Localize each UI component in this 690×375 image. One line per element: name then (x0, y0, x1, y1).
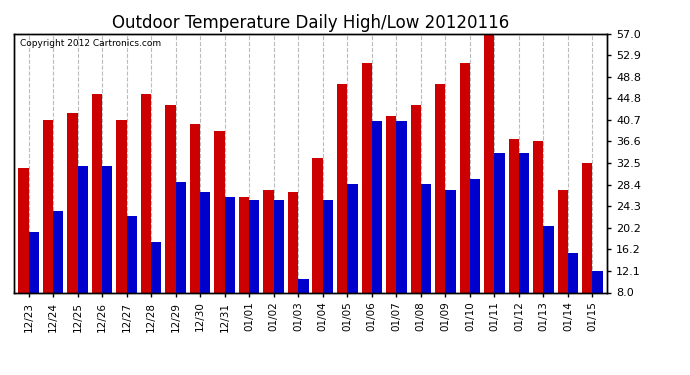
Bar (460, 63, 470, 292)
Bar (347, 184, 357, 292)
Bar (166, 105, 176, 292)
Text: Copyright 2012 Cartronics.com: Copyright 2012 Cartronics.com (20, 39, 161, 48)
Bar (396, 121, 406, 292)
Bar (215, 132, 225, 292)
Bar (519, 153, 529, 292)
Title: Outdoor Temperature Daily High/Low 20120116: Outdoor Temperature Daily High/Low 20120… (112, 14, 509, 32)
Bar (239, 198, 249, 292)
Bar (264, 189, 274, 292)
Bar (568, 253, 578, 292)
Bar (495, 153, 504, 292)
Bar (372, 121, 382, 292)
Bar (43, 120, 53, 292)
Bar (298, 279, 308, 292)
Bar (386, 116, 396, 292)
Bar (558, 189, 568, 292)
Bar (288, 192, 298, 292)
Bar (313, 158, 323, 292)
Bar (102, 166, 112, 292)
Bar (509, 140, 519, 292)
Bar (200, 192, 210, 292)
Bar (593, 272, 603, 292)
Bar (176, 182, 186, 292)
Bar (141, 94, 151, 292)
Bar (53, 211, 63, 292)
Bar (126, 216, 137, 292)
Bar (274, 200, 284, 292)
Bar (544, 226, 554, 292)
Bar (337, 84, 347, 292)
Bar (323, 200, 333, 292)
Bar (484, 34, 495, 292)
Bar (151, 242, 161, 292)
Bar (362, 63, 372, 292)
Bar (533, 141, 544, 292)
Bar (28, 232, 39, 292)
Bar (421, 184, 431, 292)
Bar (67, 113, 77, 292)
Bar (445, 189, 455, 292)
Bar (470, 179, 480, 292)
Bar (435, 84, 445, 292)
Bar (411, 105, 421, 292)
Bar (18, 168, 28, 292)
Bar (582, 163, 593, 292)
Bar (249, 200, 259, 292)
Bar (92, 94, 102, 292)
Bar (77, 166, 88, 292)
Bar (117, 120, 126, 292)
Bar (190, 123, 200, 292)
Bar (225, 198, 235, 292)
